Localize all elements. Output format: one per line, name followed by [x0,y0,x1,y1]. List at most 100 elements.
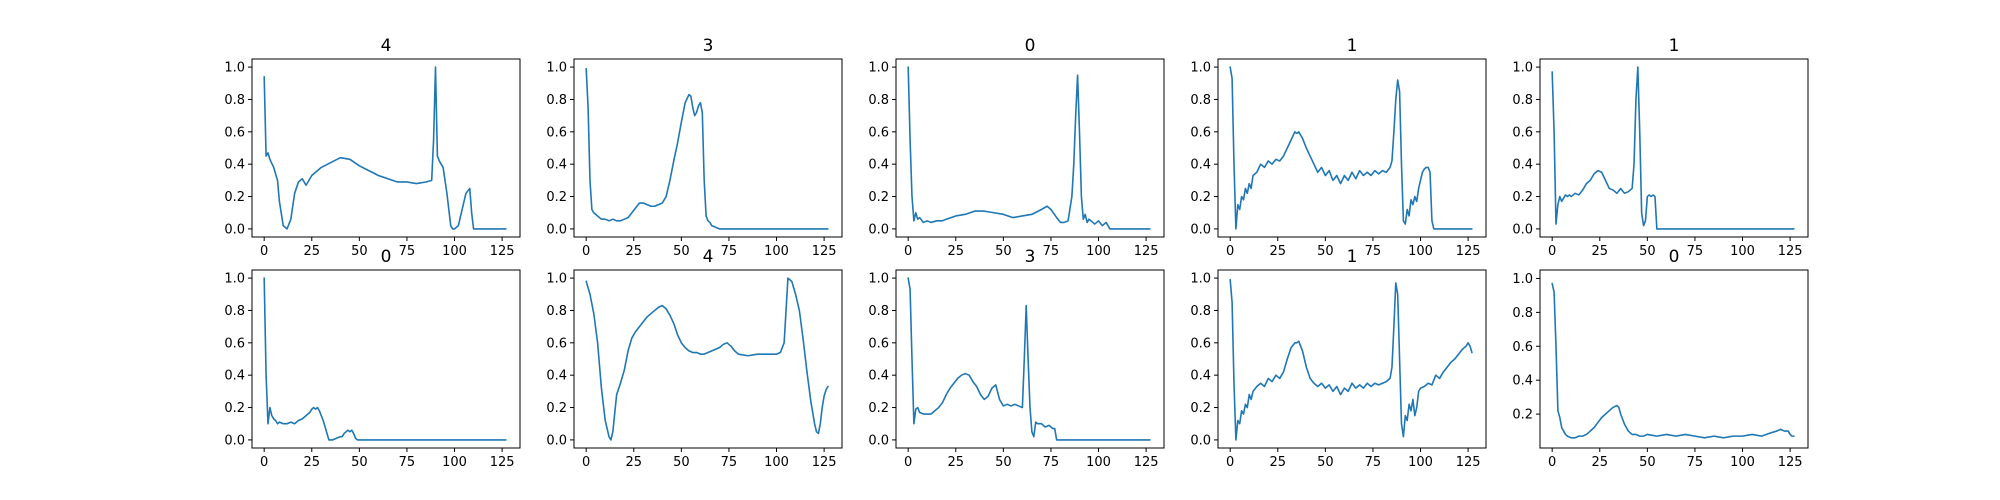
x-tick-label: 100 [1730,244,1755,259]
y-tick-label: 0.2 [546,190,567,205]
subplot-title: 1 [1347,36,1358,56]
x-tick-label: 50 [351,244,368,259]
y-tick-label: 0.8 [546,304,567,319]
subplot-title: 4 [703,247,714,267]
y-tick-label: 0.2 [224,401,245,416]
x-tick-label: 0 [1226,455,1234,470]
y-tick-label: 0.4 [224,369,245,384]
y-tick-label: 0.6 [224,125,245,140]
x-tick-label: 25 [1269,244,1286,259]
axes-frame [1217,58,1487,238]
y-tick-label: 0.4 [546,158,567,173]
x-tick-label: 75 [721,244,738,259]
x-tick-label: 125 [812,455,837,470]
x-tick-label: 75 [1365,244,1382,259]
y-tick-label: 1.0 [1512,272,1533,287]
subplot-8: 3 0 25 50 75 100 125 0.0 0.2 0.4 0.6 0.8 1.0 [868,247,1165,470]
series-line [1551,282,1795,439]
y-tick-label: 0.8 [546,93,567,108]
x-tick-label: 125 [1456,455,1481,470]
subplot-title: 4 [381,36,392,56]
y-tick-label: 0.4 [868,158,889,173]
x-tick-label: 0 [582,455,590,470]
y-tick-label: 0.6 [546,125,567,140]
y-tick-label: 0.2 [1190,190,1211,205]
y-tick-label: 0.2 [224,190,245,205]
x-tick-label: 125 [490,455,515,470]
y-tick-label: 0.0 [868,222,889,237]
y-tick-label: 0.6 [1190,125,1211,140]
y-tick-label: 0.2 [1190,401,1211,416]
y-tick-label: 0.0 [224,222,245,237]
subplot-title: 0 [1669,247,1680,267]
y-tick-label: 0.8 [1190,304,1211,319]
axes-frame [251,58,521,238]
y-tick-label: 0.8 [868,304,889,319]
subplot-1: 4 0 25 50 75 100 125 0.0 0.2 0.4 0.6 0.8 1.0 [224,36,521,259]
x-tick-label: 25 [303,244,320,259]
subplot-3: 0 0 25 50 75 100 125 0.0 0.2 0.4 0.6 0.8 1.0 [868,36,1165,259]
y-tick-label: 0.0 [868,433,889,448]
x-tick-label: 25 [625,244,642,259]
y-tick-label: 0.0 [224,433,245,448]
x-tick-label: 75 [1043,455,1060,470]
series-line [585,277,829,441]
axes-frame [1539,58,1809,238]
series-line [1229,66,1473,230]
axes-frame [895,58,1165,238]
series-line [907,66,1151,230]
subplot-title: 0 [1025,36,1036,56]
x-tick-label: 100 [1408,455,1433,470]
y-tick-label: 0.0 [1190,222,1211,237]
subplot-2: 3 0 25 50 75 100 125 0.0 0.2 0.4 0.6 0.8 1.0 [546,36,843,259]
x-tick-label: 50 [1317,244,1334,259]
subplot-9: 1 0 25 50 75 100 125 0.0 0.2 0.4 0.6 0.8 1.0 [1190,247,1487,470]
y-tick-label: 1.0 [224,272,245,287]
x-tick-label: 100 [442,244,467,259]
x-tick-label: 0 [260,244,268,259]
subplot-10: 0 0 25 50 75 100 125 0.2 0.4 0.6 0.8 1.0 [1512,247,1809,470]
subplot-title: 0 [381,247,392,267]
subplot-title: 1 [1669,36,1680,56]
x-tick-label: 125 [812,244,837,259]
y-tick-label: 1.0 [546,272,567,287]
subplot-4: 1 0 25 50 75 100 125 0.0 0.2 0.4 0.6 0.8 1.0 [1190,36,1487,259]
y-tick-label: 0.6 [868,125,889,140]
y-tick-label: 0.0 [1512,222,1533,237]
axes-frame [573,58,843,238]
x-tick-label: 125 [1456,244,1481,259]
y-tick-label: 1.0 [1512,61,1533,76]
x-tick-label: 25 [947,455,964,470]
y-tick-label: 0.4 [546,369,567,384]
x-tick-label: 75 [399,455,416,470]
subplot-title: 1 [1347,247,1358,267]
y-tick-label: 0.8 [224,304,245,319]
y-tick-label: 0.6 [1512,340,1533,355]
y-tick-label: 0.8 [1512,306,1533,321]
y-tick-label: 0.0 [1190,433,1211,448]
x-tick-label: 50 [1317,455,1334,470]
y-tick-label: 0.2 [1512,190,1533,205]
axes-frame [1217,269,1487,449]
y-tick-label: 0.4 [1512,374,1533,389]
y-tick-label: 1.0 [546,61,567,76]
series-line [263,277,507,441]
y-tick-label: 0.8 [224,93,245,108]
y-tick-label: 0.2 [1512,408,1533,423]
x-tick-label: 100 [442,455,467,470]
x-tick-label: 25 [1591,455,1608,470]
x-tick-label: 0 [260,455,268,470]
y-tick-label: 1.0 [224,61,245,76]
x-tick-label: 75 [721,455,738,470]
y-tick-label: 0.6 [546,336,567,351]
x-tick-label: 0 [904,244,912,259]
x-tick-label: 75 [1365,455,1382,470]
x-tick-label: 0 [904,455,912,470]
y-tick-label: 0.2 [546,401,567,416]
x-tick-label: 75 [1687,244,1704,259]
y-tick-label: 1.0 [868,61,889,76]
y-tick-label: 0.0 [546,433,567,448]
x-tick-label: 0 [1226,244,1234,259]
x-tick-label: 25 [947,244,964,259]
series-line [1551,66,1795,230]
